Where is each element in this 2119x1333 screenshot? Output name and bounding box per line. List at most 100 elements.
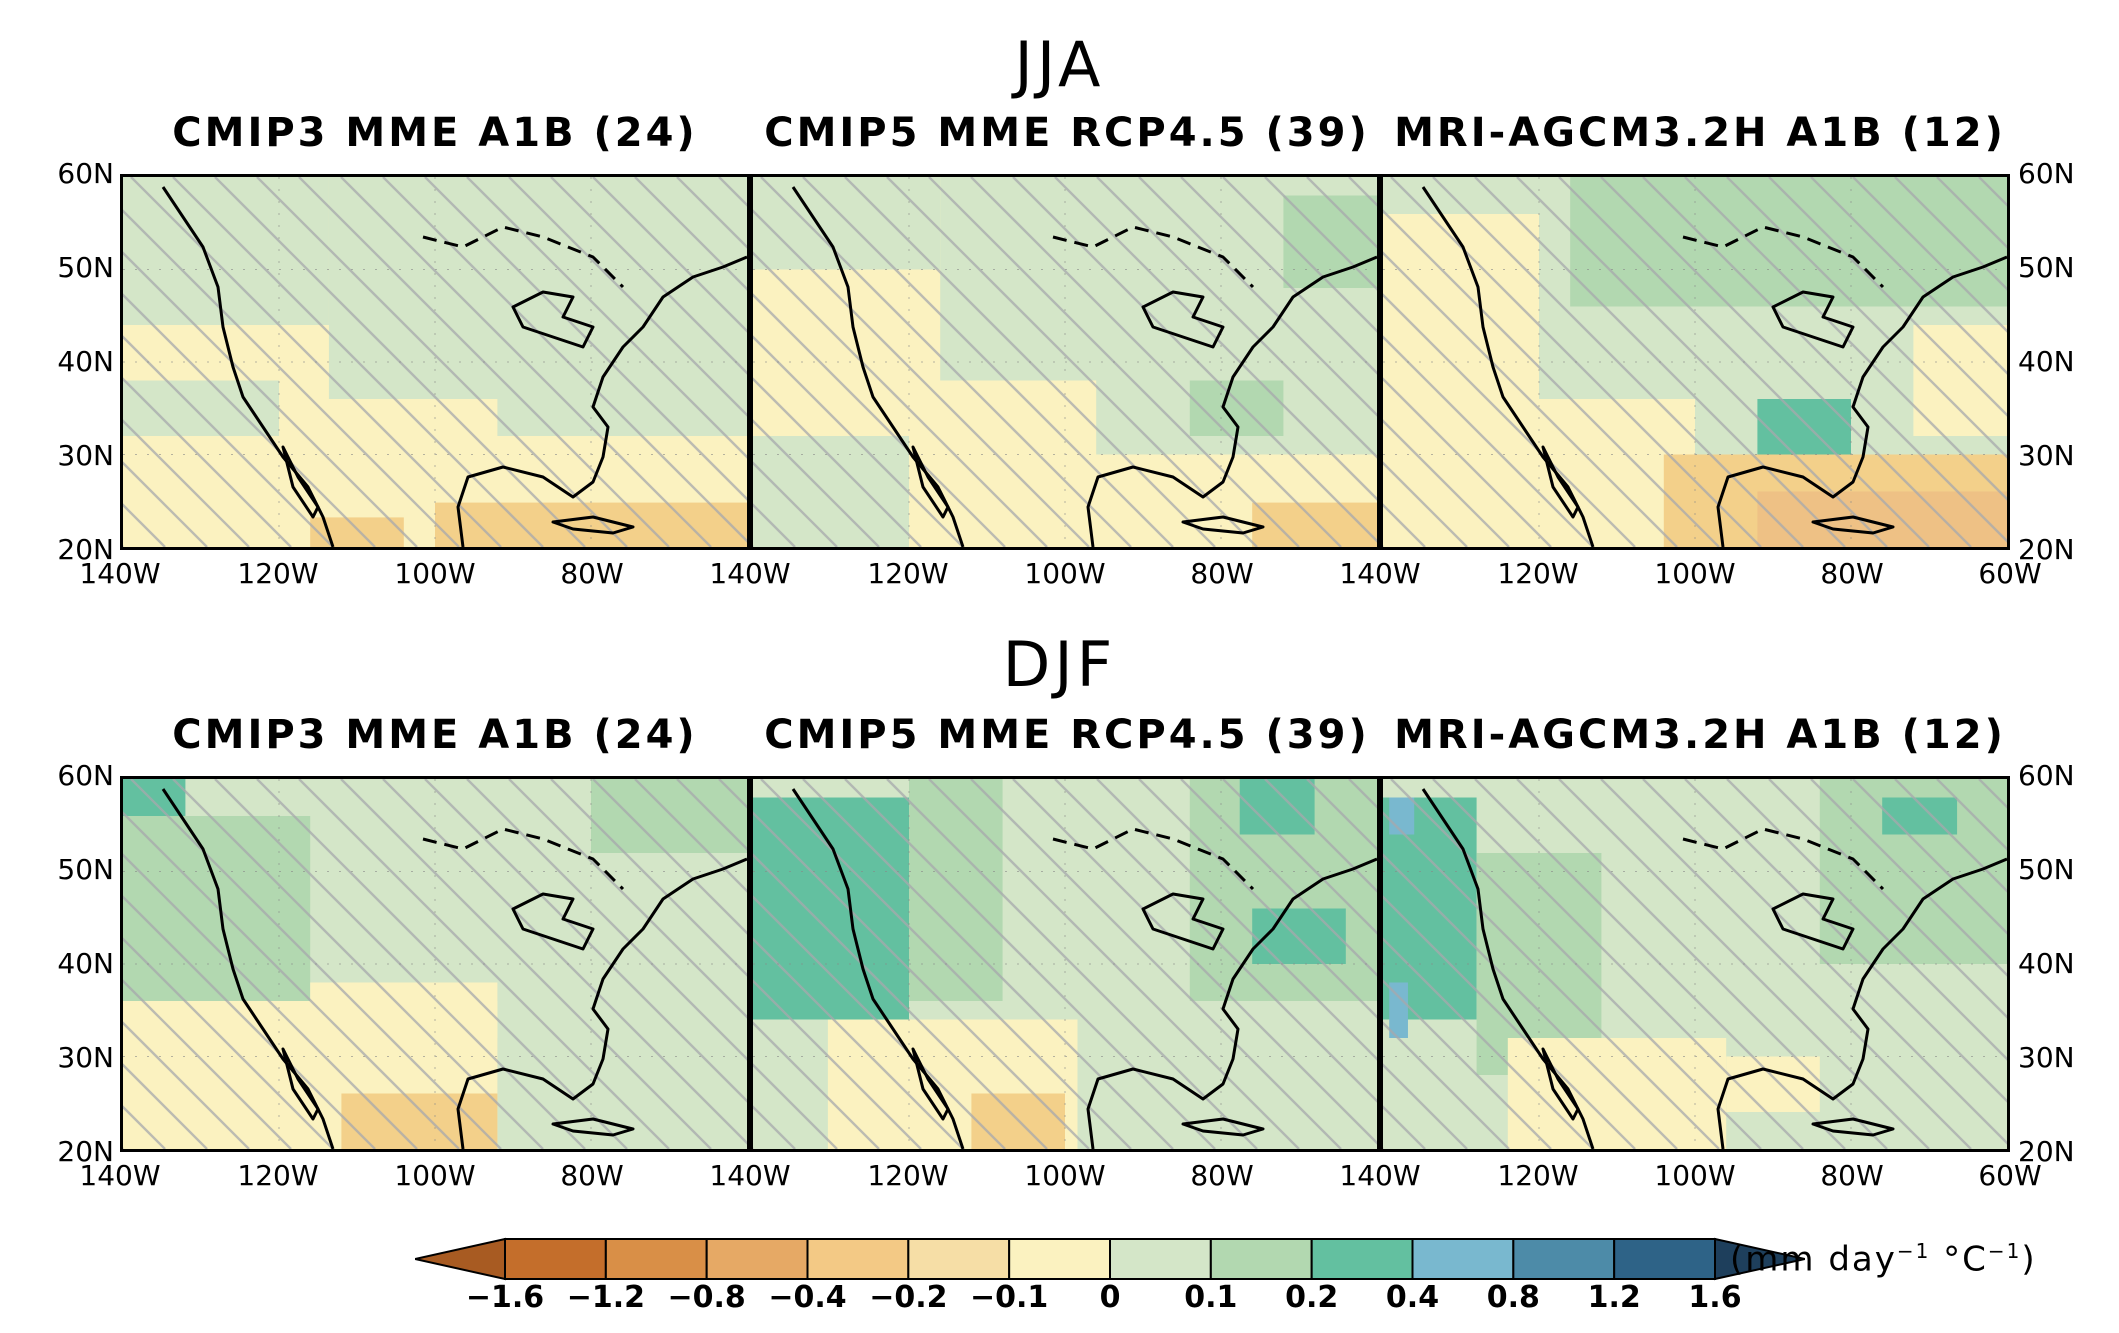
lat-label-20n: 20N <box>2018 1135 2075 1168</box>
significance-hatching <box>753 779 1377 1149</box>
lat-label-60n: 60N <box>57 157 114 190</box>
anomaly-region <box>1726 1056 1820 1112</box>
lat-label-30n: 30N <box>2018 439 2075 472</box>
map-panel-djf-cmip5 <box>750 776 1380 1152</box>
colorbar-swatch <box>1512 1238 1616 1280</box>
anomaly-region <box>497 380 747 436</box>
anomaly-region <box>1757 399 1851 455</box>
lon-label-140w: 140W <box>1339 557 1421 590</box>
colorbar-tick-label: 1.2 <box>1587 1280 1641 1315</box>
lon-label-140w: 140W <box>1339 1159 1421 1192</box>
panel-title-djf-cmip5: CMIP5 MME RCP4.5 (39) <box>764 712 1370 758</box>
colorbar-tick-label: −0.1 <box>970 1280 1049 1315</box>
colorbar-tick-label: 1.6 <box>1688 1280 1742 1315</box>
lat-label-60n: 60N <box>2018 759 2075 792</box>
lat-label-40n: 40N <box>2018 947 2075 980</box>
map-panel-djf-cmip3 <box>120 776 750 1152</box>
lon-label-100w: 100W <box>394 1159 476 1192</box>
colorbar-tick-label: −0.2 <box>869 1280 948 1315</box>
anomaly-region <box>1389 797 1415 835</box>
lat-label-50n: 50N <box>2018 853 2075 886</box>
colorbar-swatch <box>604 1238 708 1280</box>
colorbar-swatch <box>1310 1238 1414 1280</box>
lon-label-80w: 80W <box>560 557 624 590</box>
anomaly-region <box>591 779 747 853</box>
anomaly-region <box>1389 982 1408 1038</box>
map-canvas <box>753 177 1377 547</box>
anomaly-region <box>753 177 941 270</box>
colorbar <box>415 1237 1805 1281</box>
coastline <box>161 788 747 1149</box>
lon-label-100w: 100W <box>1654 1159 1736 1192</box>
map-canvas <box>1383 779 2007 1149</box>
lat-label-20n: 20N <box>2018 533 2075 566</box>
anomaly-region <box>1570 177 2007 307</box>
lon-label-100w: 100W <box>1654 557 1736 590</box>
lon-label-140w: 140W <box>79 1159 161 1192</box>
panel-title-jja-mri: MRI-AGCM3.2H A1B (12) <box>1394 110 2006 156</box>
colorbar-tick-label: 0.2 <box>1285 1280 1339 1315</box>
map-canvas <box>1383 177 2007 547</box>
lat-label-40n: 40N <box>57 947 114 980</box>
panel-title-jja-cmip3: CMIP3 MME A1B (24) <box>172 110 698 156</box>
map-canvas <box>123 779 747 1149</box>
colorbar-swatch <box>1209 1238 1313 1280</box>
anomaly-region <box>123 380 279 436</box>
anomaly-region <box>753 436 909 547</box>
colorbar-tick-label: −1.2 <box>566 1280 645 1315</box>
colorbar-tick-label: −0.8 <box>667 1280 746 1315</box>
lat-label-30n: 30N <box>2018 1041 2075 1074</box>
map-panel-jja-mri <box>1380 174 2010 550</box>
lon-label-80w: 80W <box>1820 1159 1884 1192</box>
colorbar-swatch <box>504 1238 607 1280</box>
anomaly-region <box>753 797 909 1020</box>
lon-label-80w: 80W <box>1820 557 1884 590</box>
panel-title-jja-cmip5: CMIP5 MME RCP4.5 (39) <box>764 110 1370 156</box>
map-panel-jja-cmip5 <box>750 174 1380 550</box>
colorbar-swatch <box>705 1238 809 1280</box>
lon-label-80w: 80W <box>1190 1159 1254 1192</box>
colorbar-high-extension <box>1714 1237 1805 1281</box>
lon-label-120w: 120W <box>237 1159 319 1192</box>
lat-label-20n: 20N <box>57 1135 114 1168</box>
colorbar-swatch <box>806 1238 910 1280</box>
lon-label-60w: 60W <box>1978 1159 2042 1192</box>
lon-label-80w: 80W <box>1190 557 1254 590</box>
colorbar-tick-label: 0.4 <box>1385 1280 1440 1315</box>
colorbar-tick-label: 0.1 <box>1184 1280 1238 1315</box>
coastline <box>1421 186 2007 547</box>
colorbar-tick-label: 0.8 <box>1486 1280 1540 1315</box>
lat-label-60n: 60N <box>2018 157 2075 190</box>
lon-label-80w: 80W <box>560 1159 624 1192</box>
map-canvas <box>753 779 1377 1149</box>
map-panel-djf-mri <box>1380 776 2010 1152</box>
lon-label-60w: 60W <box>1978 557 2042 590</box>
lon-label-120w: 120W <box>1497 1159 1579 1192</box>
map-canvas <box>123 177 747 547</box>
lat-label-40n: 40N <box>57 345 114 378</box>
map-panel-jja-cmip3 <box>120 174 750 550</box>
lon-label-100w: 100W <box>394 557 476 590</box>
colorbar-tick-label: −0.4 <box>768 1280 847 1315</box>
colorbar-unit: (mm day−1 °C−1) <box>1730 1239 2037 1280</box>
anomaly-region <box>328 177 747 399</box>
anomaly-region <box>1252 502 1377 547</box>
coastline <box>161 186 747 547</box>
coastline <box>791 186 1377 547</box>
lon-label-120w: 120W <box>1497 557 1579 590</box>
anomaly-region <box>435 502 747 547</box>
lon-label-120w: 120W <box>237 557 319 590</box>
lat-label-50n: 50N <box>57 853 114 886</box>
lon-label-140w: 140W <box>709 1159 791 1192</box>
lat-label-20n: 20N <box>57 533 114 566</box>
season-title-jja: JJA <box>1014 28 1105 101</box>
colorbar-swatch <box>1109 1238 1212 1280</box>
lon-label-140w: 140W <box>79 557 161 590</box>
lat-label-40n: 40N <box>2018 345 2075 378</box>
lat-label-30n: 30N <box>57 439 114 472</box>
coastline <box>1421 788 2007 1149</box>
panel-title-djf-cmip3: CMIP3 MME A1B (24) <box>172 712 698 758</box>
lon-label-140w: 140W <box>709 557 791 590</box>
colorbar-tick-label: −1.6 <box>465 1280 545 1315</box>
lat-label-50n: 50N <box>2018 251 2075 284</box>
